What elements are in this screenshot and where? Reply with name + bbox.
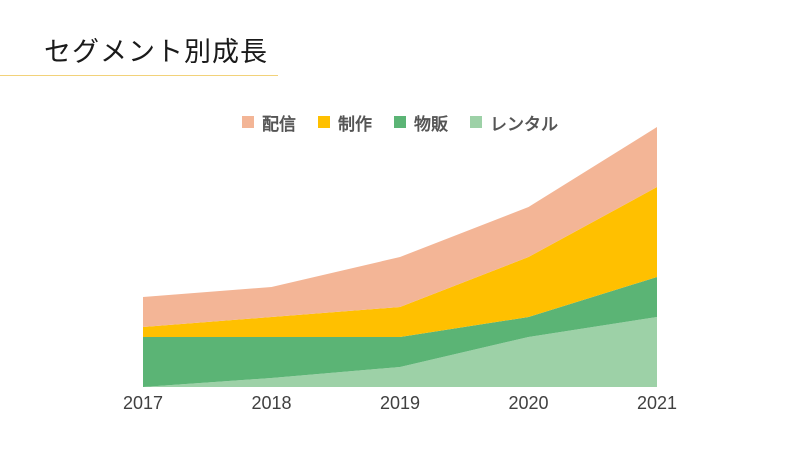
x-tick-label: 2019 (380, 393, 420, 413)
legend-swatch (318, 116, 330, 128)
x-tick-label: 2021 (637, 393, 677, 413)
x-tick-label: 2018 (251, 393, 291, 413)
x-tick-label: 2020 (508, 393, 548, 413)
legend-label: 制作 (338, 114, 372, 135)
legend-item: レンタル (470, 110, 558, 135)
legend-item: 物販 (394, 110, 448, 135)
legend-label: 物販 (414, 114, 448, 135)
area-series-3 (143, 127, 657, 327)
chart-legend: 配信 制作 物販 レンタル (0, 109, 800, 135)
legend-label: レンタル (490, 114, 558, 135)
title-underline (0, 75, 278, 76)
legend-item: 配信 (242, 110, 296, 135)
x-axis-ticks: 2017 2018 2019 2020 2021 (123, 393, 677, 413)
x-tick-label: 2017 (123, 393, 163, 413)
legend-swatch (394, 116, 406, 128)
page-title: セグメント別成長 (44, 37, 268, 68)
legend-swatch (470, 116, 482, 128)
area-series-0 (143, 317, 657, 387)
legend-label: 配信 (262, 114, 296, 135)
legend-item: 制作 (318, 110, 372, 135)
area-series-2 (143, 187, 657, 337)
chart-areas (143, 127, 657, 387)
area-series-1 (143, 277, 657, 387)
legend-swatch (242, 116, 254, 128)
